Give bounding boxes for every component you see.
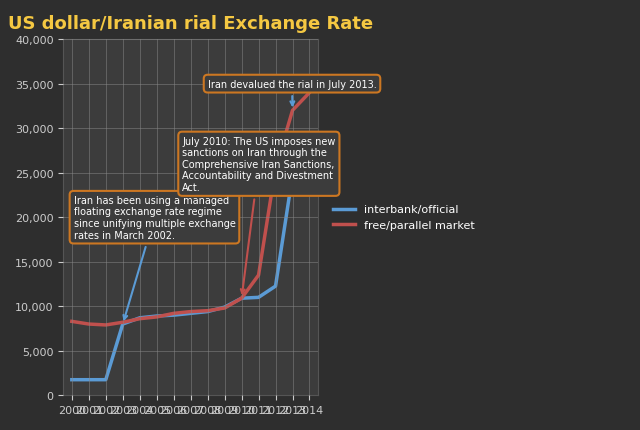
interbank/official <box>272 284 280 289</box>
Line: interbank/official: interbank/official <box>72 169 310 380</box>
Legend: interbank/official, free/parallel market: interbank/official, free/parallel market <box>328 200 479 235</box>
Text: Iran has been using a managed
floating exchange rate regime
since unifying multi: Iran has been using a managed floating e… <box>74 195 236 319</box>
free/parallel market <box>102 322 109 328</box>
free/parallel market <box>68 319 76 324</box>
interbank/official <box>221 305 228 310</box>
free/parallel market <box>170 311 177 316</box>
interbank/official <box>237 296 245 301</box>
interbank/official <box>187 311 195 316</box>
interbank/official <box>102 377 109 382</box>
Text: Iran devalued the rial in July 2013.: Iran devalued the rial in July 2013. <box>207 80 376 106</box>
interbank/official <box>119 322 127 327</box>
interbank/official <box>85 377 93 382</box>
Line: free/parallel market: free/parallel market <box>72 93 310 325</box>
free/parallel market <box>204 308 211 313</box>
interbank/official <box>255 295 262 300</box>
free/parallel market <box>272 166 280 172</box>
interbank/official <box>204 309 211 314</box>
free/parallel market <box>289 108 296 114</box>
free/parallel market <box>221 306 228 311</box>
Text: July 2010: The US imposes new
sanctions on Iran through the
Comprehensive Iran S: July 2010: The US imposes new sanctions … <box>182 136 335 294</box>
free/parallel market <box>153 315 161 320</box>
free/parallel market <box>136 316 143 322</box>
interbank/official <box>68 377 76 382</box>
interbank/official <box>289 173 296 178</box>
free/parallel market <box>119 320 127 325</box>
free/parallel market <box>255 273 262 278</box>
interbank/official <box>153 314 161 319</box>
free/parallel market <box>187 309 195 314</box>
Title: US dollar/Iranian rial Exchange Rate: US dollar/Iranian rial Exchange Rate <box>8 15 373 33</box>
interbank/official <box>136 316 143 321</box>
free/parallel market <box>306 91 314 96</box>
interbank/official <box>306 166 314 172</box>
free/parallel market <box>237 296 245 301</box>
interbank/official <box>170 313 177 318</box>
free/parallel market <box>85 322 93 327</box>
